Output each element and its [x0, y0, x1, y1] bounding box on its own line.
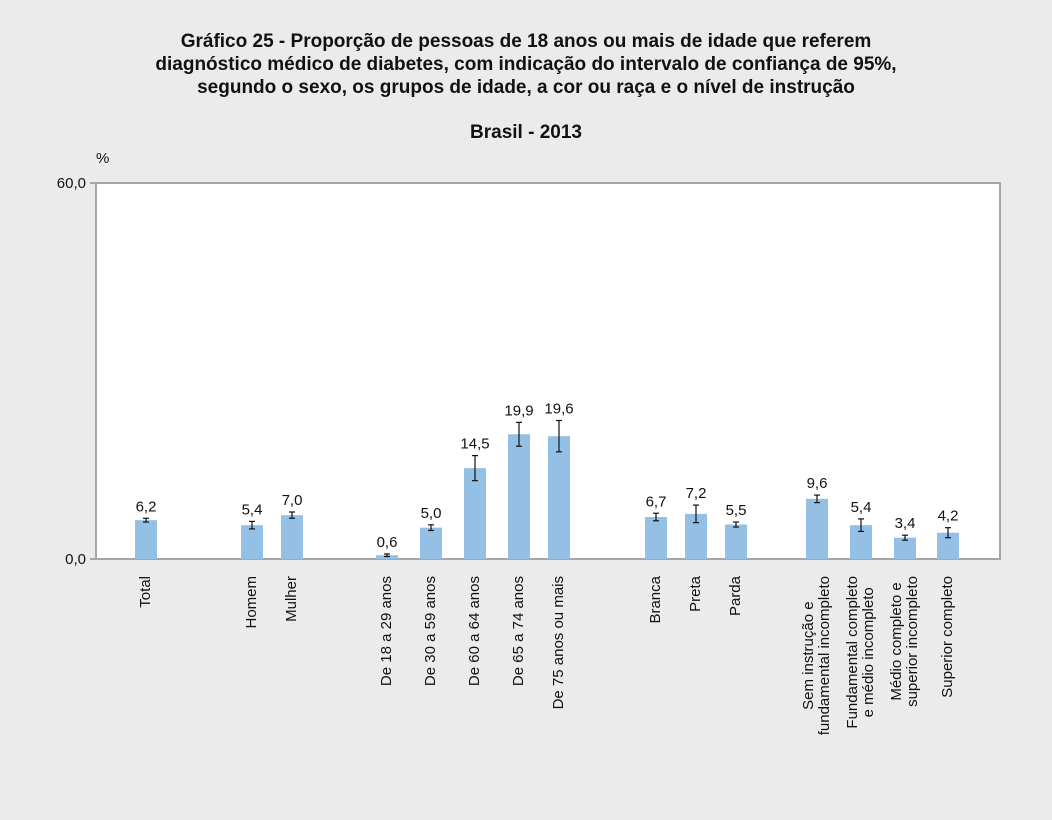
error-bar — [814, 494, 820, 504]
bar — [850, 525, 872, 559]
x-tick-label: Total — [137, 576, 154, 608]
bar — [725, 524, 747, 559]
error-bar — [384, 553, 390, 558]
error-bar — [693, 504, 699, 524]
error-bar — [556, 419, 562, 453]
error-bar — [858, 518, 864, 533]
x-tick-label: Médio completo e superior incompleto — [888, 576, 921, 707]
bar — [241, 525, 263, 559]
x-tick-label: Fundamental completo e médio incompleto — [844, 576, 877, 729]
x-tick-label: De 18 a 29 anos — [378, 576, 395, 687]
bar — [806, 498, 828, 559]
error-bar — [733, 521, 739, 528]
error-bar — [472, 455, 478, 482]
chart-subtitle: Brasil - 2013 — [470, 122, 582, 143]
value-label: 19,9 — [504, 402, 533, 419]
x-tick-label: De 30 a 59 anos — [422, 576, 439, 687]
value-label: 5,4 — [242, 501, 263, 518]
bar — [894, 537, 916, 559]
value-label: 7,0 — [282, 492, 303, 509]
error-bar — [653, 512, 659, 522]
value-label: 5,0 — [421, 505, 442, 522]
bar — [685, 513, 707, 559]
value-label: 5,5 — [726, 502, 747, 519]
value-label: 5,4 — [851, 499, 872, 516]
bar — [135, 520, 157, 559]
bar — [937, 532, 959, 559]
bar — [376, 555, 398, 559]
error-bar — [289, 511, 295, 519]
x-tick-label: De 75 anos ou mais — [550, 576, 567, 710]
x-tick-label: De 60 a 64 anos — [466, 576, 483, 687]
error-bar — [143, 517, 149, 523]
bar — [548, 436, 570, 559]
chart-title: Gráfico 25 - Proporção de pessoas de 18 … — [155, 31, 897, 98]
y-tick-label: 0,0 — [65, 551, 86, 568]
bar — [281, 515, 303, 559]
value-label: 14,5 — [460, 436, 489, 453]
error-bar — [516, 421, 522, 447]
y-axis-label: % — [96, 150, 109, 167]
value-label: 0,6 — [377, 534, 398, 551]
x-tick-label: Sem instrução e fundamental incompleto — [800, 576, 833, 736]
x-tick-label: Superior completo — [939, 576, 956, 698]
value-label: 7,2 — [686, 485, 707, 502]
x-tick-label: Parda — [727, 576, 744, 617]
value-label: 9,6 — [807, 475, 828, 492]
value-label: 6,2 — [136, 498, 157, 515]
y-tick-label: 60,0 — [57, 175, 86, 192]
value-label: 6,7 — [646, 493, 667, 510]
value-label: 3,4 — [895, 515, 916, 532]
bar — [420, 527, 442, 559]
bar — [645, 517, 667, 559]
x-tick-label: Homem — [243, 576, 260, 629]
error-bar — [249, 520, 255, 530]
value-label: 4,2 — [938, 508, 959, 525]
x-tick-label: Branca — [647, 576, 664, 624]
x-tick-label: Mulher — [283, 576, 300, 622]
bar — [508, 434, 530, 559]
x-tick-label: De 65 a 74 anos — [510, 576, 527, 687]
value-label: 19,6 — [544, 401, 573, 418]
error-bar — [945, 527, 951, 539]
error-bar — [902, 534, 908, 541]
bar — [464, 468, 486, 559]
x-tick-label: Preta — [687, 576, 704, 612]
error-bar — [428, 524, 434, 532]
